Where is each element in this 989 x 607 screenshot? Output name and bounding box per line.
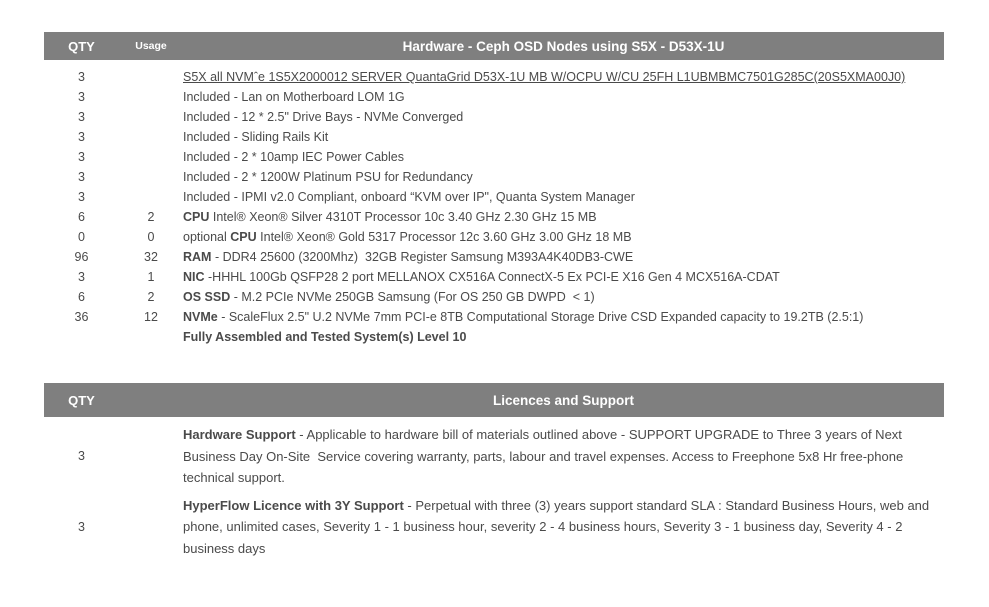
- usage-cell: 12: [144, 310, 158, 324]
- qty-cell: 3: [78, 449, 85, 464]
- hardware-table-title: Hardware - Ceph OSD Nodes using S5X - D5…: [402, 38, 725, 54]
- qty-cell: 3: [78, 70, 85, 84]
- usage-cell: 2: [147, 210, 155, 224]
- licences-table: QTY Licences and Support 3 Hardware Suppo…: [44, 383, 944, 559]
- licences-table-header: QTY Licences and Support: [44, 383, 944, 417]
- licences-table-rows: 3 Hardware Support - Applicable to hardwa…: [44, 424, 944, 559]
- qty-cell: 3: [78, 270, 85, 284]
- hardware-table-rows: 3 S5X all NVMˆe 1S5X2000012 SERVER Quanta…: [44, 67, 944, 347]
- qty-cell: 3: [78, 110, 85, 124]
- description-cell: NIC -HHHL 100Gb QSFP28 2 port MELLANOX C…: [183, 270, 780, 284]
- table-row: 3 Included - IPMI v2.0 Compliant, onboard…: [44, 187, 944, 207]
- table-row: 3 Included - 2 * 10amp IEC Power Cables: [44, 147, 944, 167]
- description-cell: Included - IPMI v2.0 Compliant, onboard …: [183, 190, 635, 204]
- table-row: 96 32 RAM - DDR4 25600 (3200Mhz) 32GB Regi…: [44, 247, 944, 267]
- table-row: 3 Hardware Support - Applicable to hardwa…: [44, 424, 944, 489]
- hardware-table: QTY Usage Hardware - Ceph OSD Nodes usin…: [44, 32, 944, 347]
- description-cell: Fully Assembled and Tested System(s) Lev…: [183, 330, 467, 344]
- table-row: 3 1 NIC -HHHL 100Gb QSFP28 2 port MELLANOX…: [44, 267, 944, 287]
- table-row: 6 2 CPU Intel® Xeon® Silver 4310T Processo…: [44, 207, 944, 227]
- qty-cell: 0: [78, 230, 85, 244]
- licences-table-title: Licences and Support: [492, 392, 635, 408]
- table-row: Fully Assembled and Tested System(s) Lev…: [44, 327, 944, 347]
- usage-cell: 32: [144, 250, 158, 264]
- table-row: 3 Included - Sliding Rails Kit: [44, 127, 944, 147]
- bill-of-materials-document: QTY Usage Hardware - Ceph OSD Nodes usin…: [44, 32, 944, 559]
- usage-cell: 0: [147, 230, 155, 244]
- qty-cell: 3: [78, 90, 85, 104]
- table-row: 6 2 OS SSD - M.2 PCIe NVMe 250GB Samsung (…: [44, 287, 944, 307]
- description-cell: Included - Sliding Rails Kit: [183, 130, 329, 144]
- usage-column-header: Usage: [135, 40, 167, 52]
- table-row: 0 0 optional CPU Intel® Xeon® Gold 5317 Pr…: [44, 227, 944, 247]
- table-row: 3 Included - Lan on Motherboard LOM 1G: [44, 87, 944, 107]
- table-row: 3 Included - 12 * 2.5" Drive Bays - NVMe …: [44, 107, 944, 127]
- qty-cell: 3: [78, 190, 85, 204]
- usage-cell: 2: [147, 290, 155, 304]
- qty-cell: 96: [74, 250, 89, 264]
- description-cell: Included - Lan on Motherboard LOM 1G: [183, 90, 405, 104]
- description-cell: optional CPU Intel® Xeon® Gold 5317 Proc…: [183, 230, 632, 244]
- qty-cell: 3: [78, 170, 85, 184]
- qty-cell: 3: [78, 130, 85, 144]
- description-cell: Hardware Support - Applicable to hardwar…: [183, 427, 907, 485]
- usage-cell: 1: [147, 270, 155, 284]
- table-row: 3 S5X all NVMˆe 1S5X2000012 SERVER Quanta…: [44, 67, 944, 87]
- qty-cell: 3: [78, 150, 85, 164]
- product-link[interactable]: S5X all NVMˆe 1S5X2000012 SERVER QuantaG…: [183, 70, 906, 84]
- qty-cell: 6: [78, 290, 85, 304]
- description-cell: Included - 2 * 10amp IEC Power Cables: [183, 150, 404, 164]
- qty-cell: 6: [78, 210, 85, 224]
- description-cell: RAM - DDR4 25600 (3200Mhz) 32GB Register…: [183, 250, 634, 264]
- description-cell: Included - 2 * 1200W Platinum PSU for Re…: [183, 170, 473, 184]
- qty-column-header: QTY: [68, 38, 95, 54]
- table-row: 3 HyperFlow Licence with 3Y Support - Per…: [44, 495, 944, 560]
- qty-column-header: QTY: [68, 392, 95, 408]
- description-cell: Included - 12 * 2.5" Drive Bays - NVMe C…: [183, 110, 464, 124]
- qty-cell: 36: [74, 310, 89, 324]
- table-row: 3 Included - 2 * 1200W Platinum PSU for R…: [44, 167, 944, 187]
- table-row: 36 12 NVMe - ScaleFlux 2.5" U.2 NVMe 7mm P…: [44, 307, 944, 327]
- description-cell: CPU Intel® Xeon® Silver 4310T Processor …: [183, 210, 597, 224]
- description-cell: NVMe - ScaleFlux 2.5" U.2 NVMe 7mm PCI-e…: [183, 310, 864, 324]
- description-cell: OS SSD - M.2 PCIe NVMe 250GB Samsung (Fo…: [183, 290, 595, 304]
- description-cell: HyperFlow Licence with 3Y Support - Perp…: [183, 497, 933, 556]
- hardware-table-header: QTY Usage Hardware - Ceph OSD Nodes usin…: [44, 32, 944, 60]
- qty-cell: 3: [78, 519, 85, 534]
